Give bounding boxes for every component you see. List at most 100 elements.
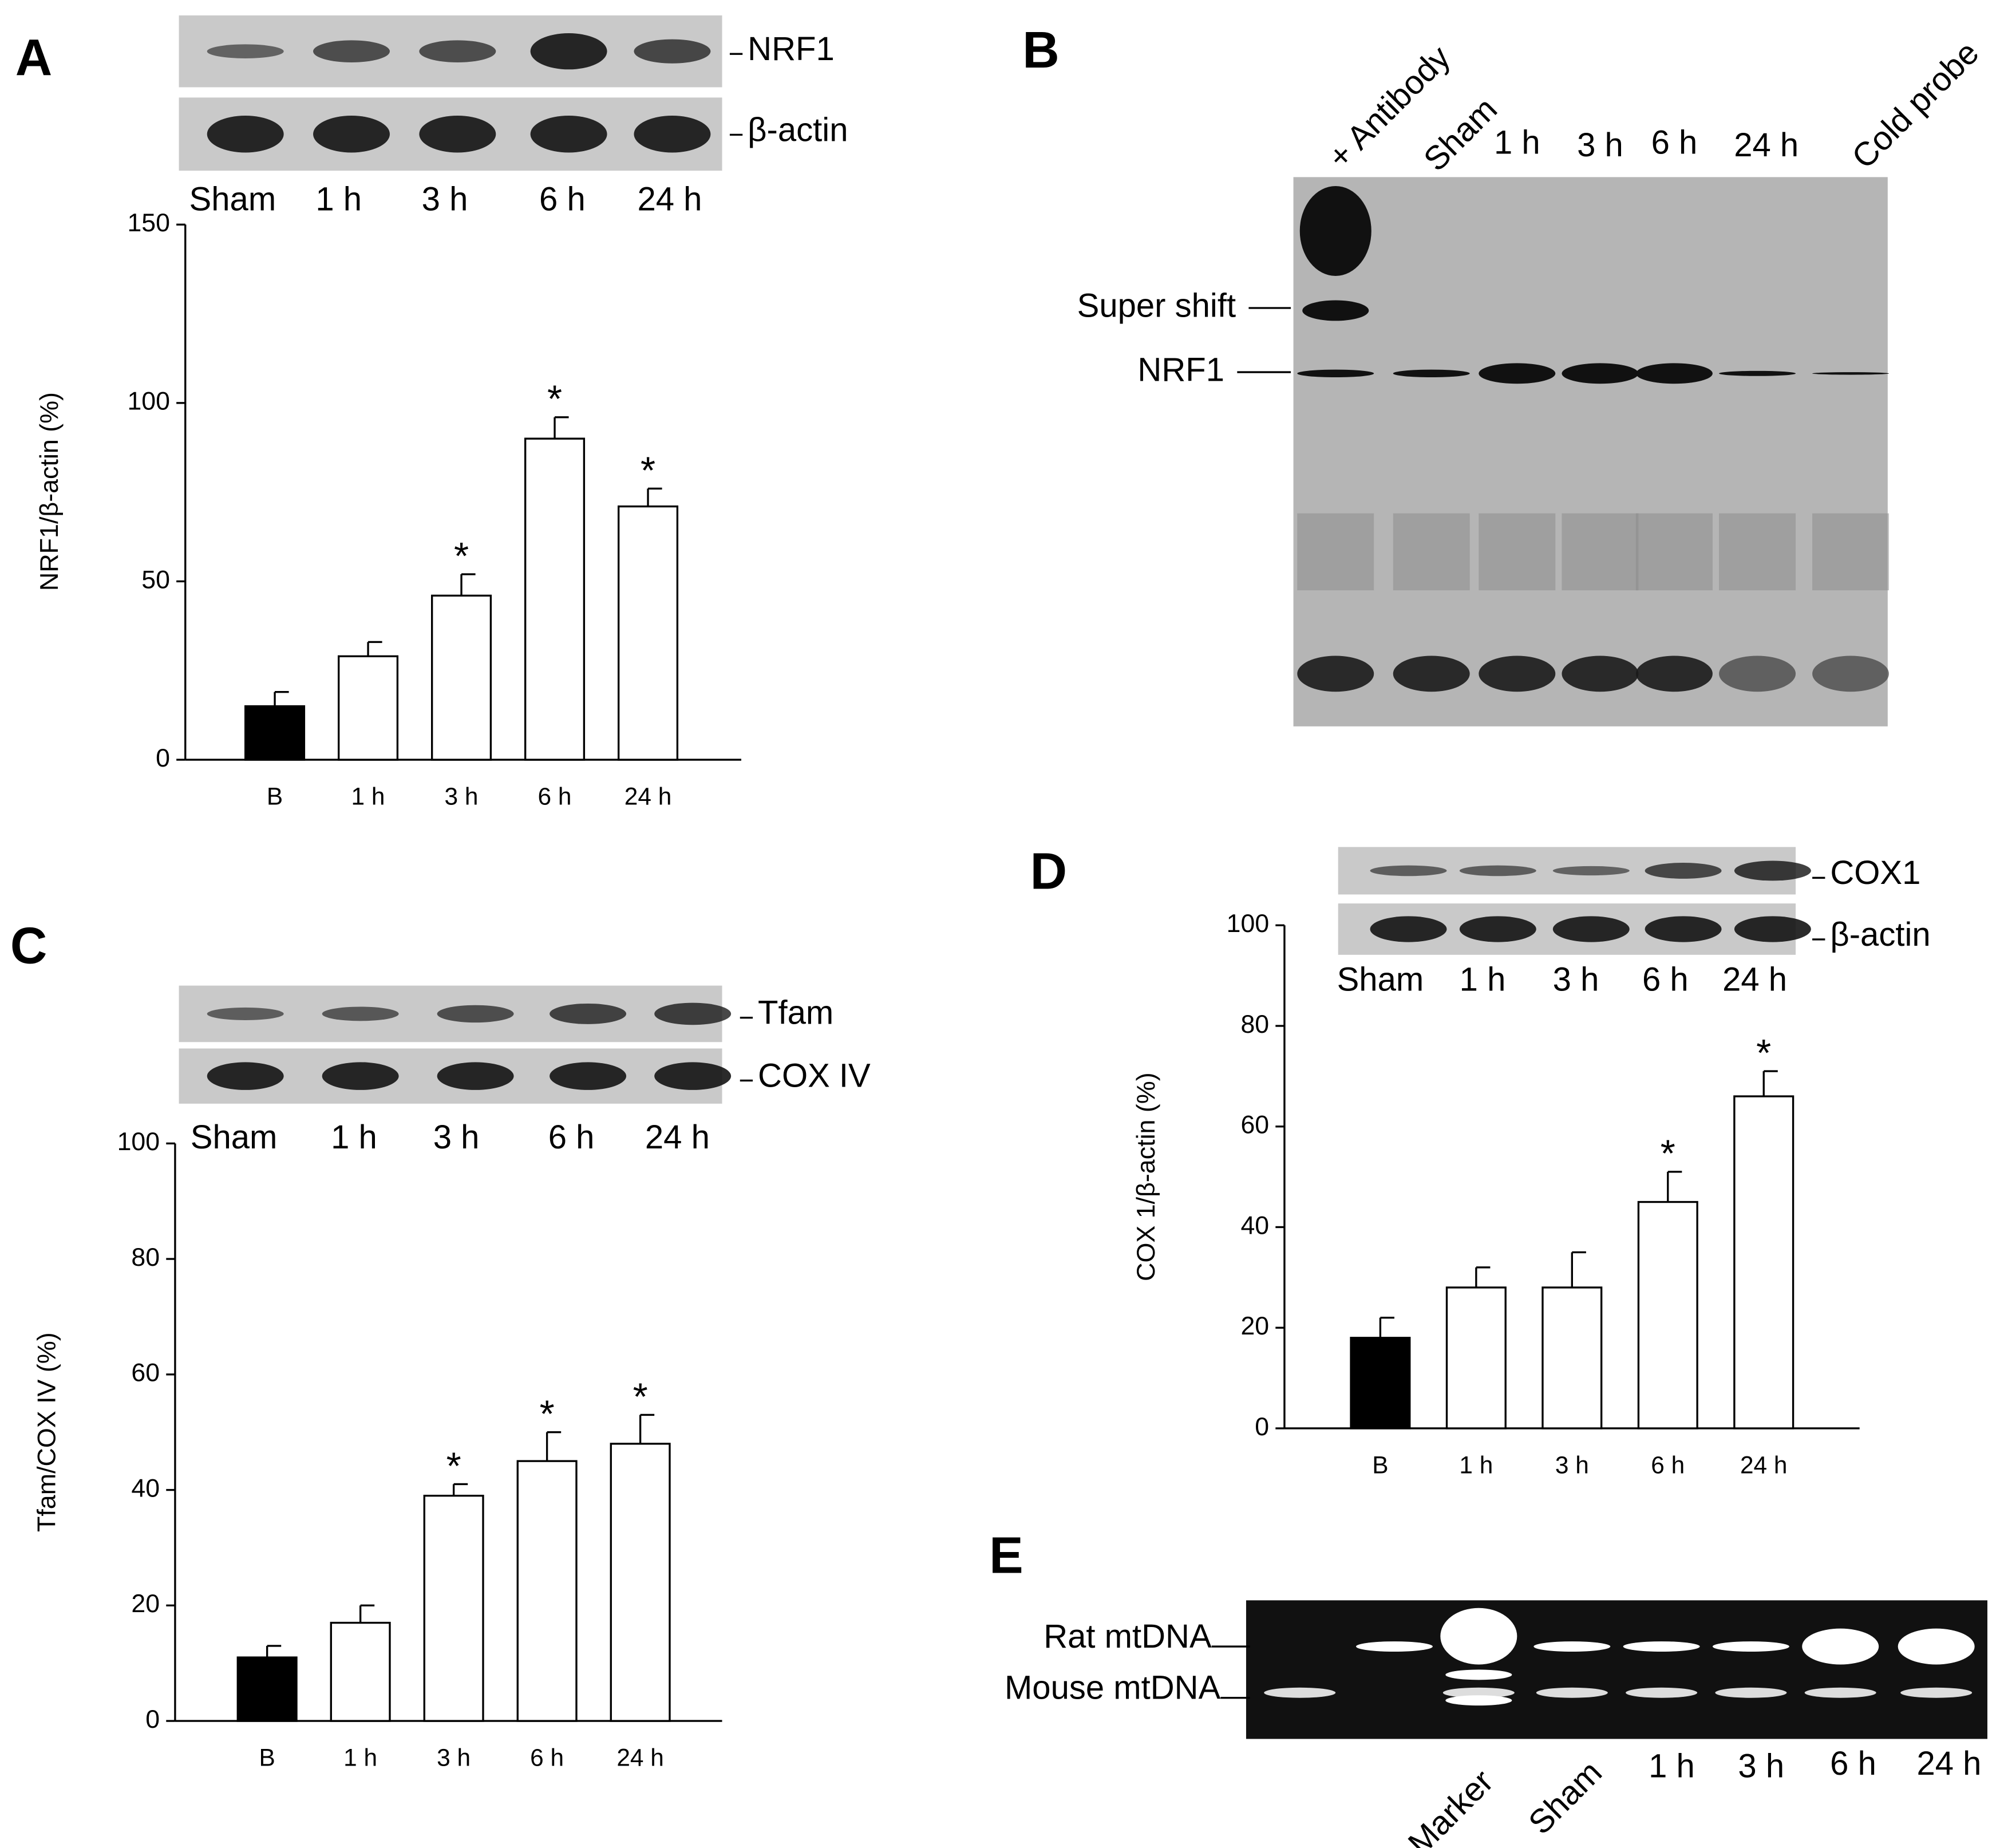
blot-label: NRF1: [748, 30, 835, 68]
blot-band: [634, 39, 711, 64]
blot-band: [550, 1062, 627, 1090]
x-tick-label: B: [1372, 1452, 1388, 1479]
blot-band: [1370, 865, 1447, 876]
band-label: Mouse mtDNA: [1005, 1669, 1221, 1707]
x-tick-label: 3 h: [445, 783, 479, 810]
lane-label: Sham: [1337, 961, 1424, 998]
gel-band: [1445, 1669, 1512, 1680]
gel-band: [1804, 1687, 1876, 1698]
blot-band: [1459, 865, 1536, 876]
emsa-band: [1812, 656, 1890, 692]
y-axis-title: Tfam/COX IV (%): [33, 1332, 61, 1532]
blot-band: [654, 1002, 732, 1025]
x-tick-label: 24 h: [1740, 1452, 1788, 1479]
blot-band: [322, 1062, 399, 1090]
lane-label: 3 h: [433, 1119, 480, 1156]
gel-band: [1264, 1687, 1336, 1698]
x-tick-label: 6 h: [538, 783, 572, 810]
x-tick-label: 1 h: [343, 1745, 377, 1772]
emsa-lane: [1562, 513, 1639, 591]
y-axis-title: NRF1/β-actin (%): [35, 392, 64, 591]
emsa-band: [1302, 300, 1369, 321]
blot-band: [1645, 863, 1722, 879]
lane-label: 6 h: [539, 180, 586, 218]
lane-label: 24 h: [645, 1119, 710, 1156]
panel-letter: C: [10, 917, 47, 974]
significance-mark: *: [1756, 1032, 1771, 1075]
emsa-band: [1479, 363, 1556, 384]
blot-band: [530, 116, 607, 153]
emsa-lane: [1297, 513, 1374, 591]
y-tick-label: 80: [1240, 1010, 1269, 1038]
significance-mark: *: [540, 1392, 555, 1435]
gel-band: [1445, 1695, 1512, 1706]
y-tick-label: 40: [1240, 1211, 1269, 1239]
blot-band: [1459, 916, 1536, 942]
gel-band: [1355, 1641, 1433, 1652]
bar: [236, 1656, 298, 1722]
bar: [1350, 1337, 1411, 1430]
bar: [431, 594, 492, 761]
lane-label: 1 h: [1494, 124, 1540, 161]
gel-band: [1536, 1687, 1608, 1698]
lane-label: Sham: [189, 180, 276, 218]
x-tick-label: B: [259, 1745, 275, 1772]
y-tick-label: 100: [127, 387, 169, 416]
blot-band: [313, 116, 390, 153]
bar: [524, 437, 586, 761]
significance-mark: *: [454, 535, 469, 578]
y-tick-label: 50: [141, 565, 170, 594]
emsa-lane: [1479, 513, 1556, 591]
y-axis-title: COX 1/β-actin (%): [1132, 1072, 1160, 1281]
y-tick-label: 20: [131, 1589, 160, 1618]
lane-label: 24 h: [1917, 1745, 1982, 1782]
emsa-band: [1562, 363, 1639, 384]
bar: [1637, 1201, 1698, 1430]
lane-label: 3 h: [1553, 961, 1599, 998]
y-tick-label: 0: [145, 1705, 160, 1734]
blot-band: [207, 1007, 284, 1020]
bar: [338, 655, 399, 761]
emsa-lane: [1719, 513, 1796, 591]
blot-band: [419, 116, 496, 153]
emsa-band: [1719, 656, 1796, 692]
lane-label: 6 h: [1642, 961, 1689, 998]
blot-band: [207, 116, 284, 153]
y-tick-label: 40: [131, 1474, 160, 1502]
gel-band: [1900, 1687, 1973, 1698]
emsa-band: [1299, 186, 1371, 276]
lane-label: 24 h: [637, 180, 702, 218]
x-tick-label: 6 h: [1651, 1452, 1685, 1479]
x-tick-label: 3 h: [437, 1745, 471, 1772]
gel-band: [1623, 1641, 1700, 1652]
gel-band: [1442, 1687, 1515, 1698]
y-tick-label: 0: [1255, 1412, 1269, 1441]
emsa-band: [1393, 656, 1470, 692]
emsa-band: [1635, 656, 1713, 692]
blot-band: [634, 116, 711, 153]
blot-label: COX1: [1830, 854, 1920, 891]
band-label: Rat mtDNA: [1043, 1618, 1212, 1655]
gel-image: [1246, 1600, 1987, 1739]
significance-mark: *: [1661, 1132, 1675, 1175]
x-tick-label: 1 h: [1459, 1452, 1493, 1479]
bar: [244, 705, 306, 761]
blot-band: [207, 44, 284, 58]
emsa-lane: [1812, 513, 1890, 591]
blot-band: [1552, 866, 1630, 876]
bar: [610, 1443, 671, 1722]
significance-mark: *: [446, 1444, 461, 1487]
lane-label: 6 h: [1651, 124, 1698, 161]
blot-label: β-actin: [1830, 916, 1930, 953]
x-tick-label: 24 h: [616, 1745, 664, 1772]
y-tick-label: 0: [156, 744, 170, 772]
y-tick-label: 100: [1227, 909, 1269, 938]
lane-label: 1 h: [1649, 1747, 1695, 1784]
panel-letter: D: [1030, 842, 1067, 899]
emsa-band: [1635, 363, 1713, 384]
bar: [1733, 1095, 1794, 1430]
emsa-band: [1719, 370, 1796, 376]
blot-band: [1734, 860, 1811, 881]
lane-label: 24 h: [1722, 961, 1787, 998]
bar: [330, 1621, 391, 1722]
